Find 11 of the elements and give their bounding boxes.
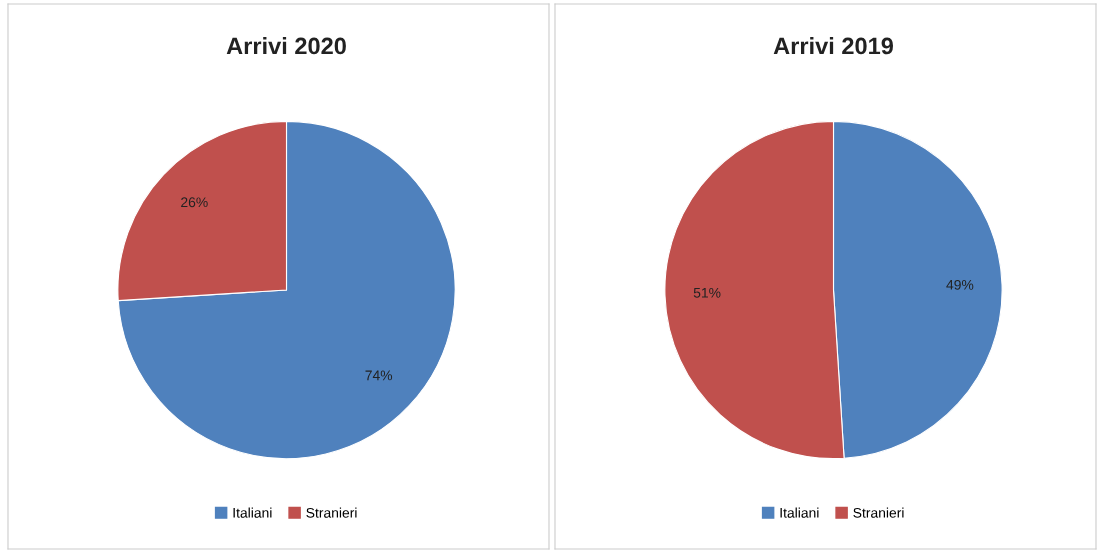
legend-label: Stranieri <box>853 507 904 518</box>
data-label: 74% <box>365 370 393 381</box>
legend-label: Stranieri <box>306 507 357 518</box>
data-label: 26% <box>181 197 208 208</box>
data-label: 51% <box>693 287 721 298</box>
chart-title: Arrivi 2020 <box>226 37 346 55</box>
legend-label: Italiani <box>780 507 819 518</box>
pie-slice <box>117 120 456 460</box>
chart-title: Arrivi 2019 <box>773 37 894 55</box>
legend-label: Italiani <box>233 507 272 518</box>
data-label: 49% <box>946 279 974 290</box>
